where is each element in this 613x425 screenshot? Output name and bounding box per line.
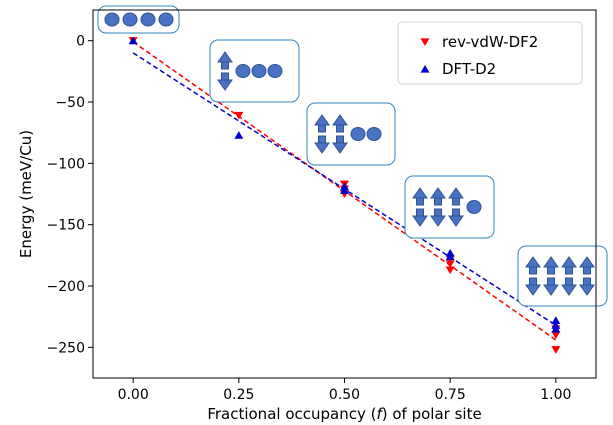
legend-marker-rev-vdw-df2 <box>420 38 430 47</box>
y-tick-label: −150 <box>47 218 85 234</box>
occupancy-insets <box>97 5 608 307</box>
arrow-shaft <box>452 197 460 206</box>
arrow-down-icon <box>430 215 446 227</box>
arrow-down-icon <box>217 79 233 91</box>
data-points <box>128 36 561 354</box>
arrow-shaft <box>416 208 424 217</box>
x-tick-label: 0.00 <box>118 387 149 403</box>
arrow-shaft <box>318 135 326 144</box>
arrow-shaft <box>452 208 460 217</box>
inset-occupancy-1 <box>517 245 608 307</box>
x-tick-label: 0.50 <box>329 387 360 403</box>
circle-icon <box>267 64 283 78</box>
arrow-shaft <box>318 124 326 133</box>
arrow-shaft <box>221 72 229 81</box>
arrow-down-icon <box>561 284 577 296</box>
legend-marker-shape <box>420 38 430 47</box>
arrow-shaft <box>416 197 424 206</box>
y-tick-label: −100 <box>47 156 85 172</box>
data-point-0 <box>551 331 561 340</box>
data-point-1 <box>445 252 455 261</box>
y-axis-label: Energy (meV/Cu) <box>17 130 35 258</box>
data-point-1 <box>128 36 138 45</box>
inset-box <box>404 175 495 239</box>
arrow-down-icon <box>579 284 595 296</box>
circle-icon <box>350 127 366 141</box>
inset-occupancy-025 <box>209 39 300 103</box>
legend-box <box>397 21 583 85</box>
y-tick-label: −50 <box>55 95 85 111</box>
arrow-shaft <box>565 277 573 286</box>
inset-occupancy-075 <box>404 175 495 239</box>
x-tick-label: 1.00 <box>540 387 571 403</box>
y-tick-label: −200 <box>47 279 85 295</box>
y-tick-label: 0 <box>76 34 85 50</box>
arrow-down-icon <box>314 142 330 154</box>
inset-occupancy-05 <box>306 102 396 166</box>
circle-icon <box>140 12 156 27</box>
circle-icon <box>466 200 482 214</box>
arrow-shaft <box>583 277 591 286</box>
x-axis-ticks: 0.00 0.25 0.50 0.75 1.00 <box>118 378 571 403</box>
arrow-shaft <box>583 266 591 275</box>
x-tick-label: 0.25 <box>223 387 254 403</box>
data-point-1 <box>234 131 244 139</box>
legend: rev-vdW-DF2 DFT-D2 <box>397 21 583 85</box>
arrow-shaft <box>547 277 555 286</box>
y-tick-label: −250 <box>47 340 85 356</box>
arrow-shaft <box>221 61 229 70</box>
arrow-shaft <box>336 135 344 144</box>
x-tick-label: 0.75 <box>435 387 466 403</box>
data-point-0 <box>445 260 455 268</box>
data-point-1 <box>551 316 561 324</box>
data-point-0 <box>551 346 561 354</box>
arrow-shaft <box>336 124 344 133</box>
arrow-shaft <box>434 197 442 206</box>
data-point-0 <box>445 266 455 275</box>
data-point-0 <box>234 111 244 120</box>
x-axis-label: Fractional occupancy (f) of polar site <box>207 405 481 423</box>
y-axis-ticks: 0 −50 −100 −150 −200 −250 <box>47 34 93 356</box>
data-point-1 <box>551 324 561 333</box>
arrow-shaft <box>565 266 573 275</box>
inset-box <box>97 5 180 34</box>
circle-icon <box>104 12 120 27</box>
circle-icon <box>366 127 382 141</box>
arrow-down-icon <box>332 142 348 154</box>
legend-marker-shape <box>420 64 430 73</box>
arrow-down-icon <box>543 284 559 296</box>
legend-label-dft-d2: DFT-D2 <box>442 60 496 78</box>
arrow-shaft <box>547 266 555 275</box>
circle-icon <box>158 12 174 27</box>
arrow-down-icon <box>525 284 541 296</box>
legend-marker-dft-d2 <box>420 64 430 73</box>
arrow-down-icon <box>448 215 464 227</box>
circle-icon <box>251 64 267 78</box>
circle-icon <box>122 12 138 27</box>
arrow-shaft <box>434 208 442 217</box>
circle-icon <box>235 64 251 78</box>
arrow-down-icon <box>412 215 428 227</box>
arrow-shaft <box>529 266 537 275</box>
legend-label-rev-vdw-df2: rev-vdW-DF2 <box>442 33 538 51</box>
arrow-shaft <box>529 277 537 286</box>
inset-box <box>517 245 608 307</box>
inset-occupancy-0 <box>97 5 180 34</box>
data-point-1 <box>340 186 349 194</box>
